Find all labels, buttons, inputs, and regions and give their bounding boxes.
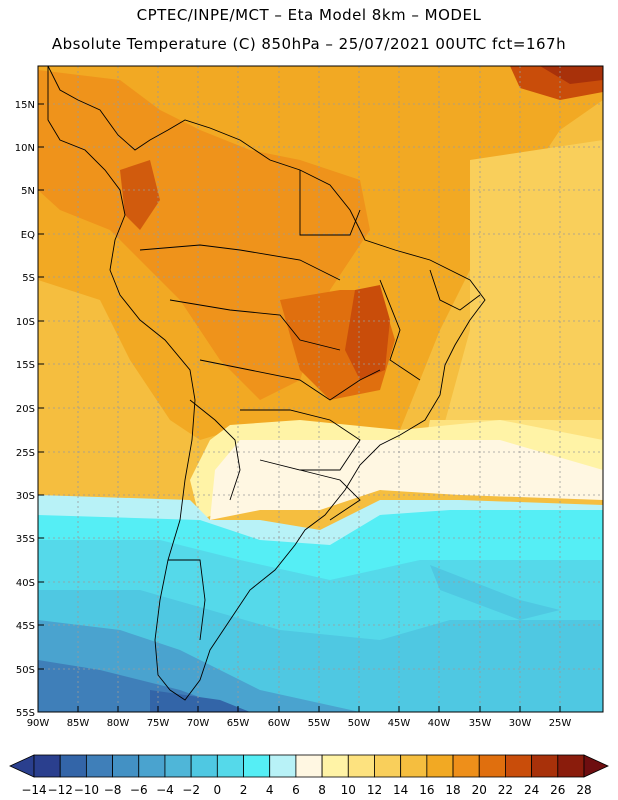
temperature-field xyxy=(38,66,603,712)
lon-label: 90W xyxy=(27,718,50,729)
lon-label: 65W xyxy=(227,718,250,729)
colorbar-swatch xyxy=(190,754,218,778)
lat-label: 5N xyxy=(21,186,35,197)
lat-label: 40S xyxy=(16,578,35,589)
colorbar-swatch xyxy=(452,754,480,778)
colorbar-label: 12 xyxy=(367,783,382,797)
colorbar-swatch xyxy=(478,754,506,778)
lat-label: EQ xyxy=(21,230,35,241)
colorbar-swatch xyxy=(295,754,323,778)
colorbar-swatch xyxy=(243,754,271,778)
lon-label: 50W xyxy=(348,718,371,729)
lat-label: 45S xyxy=(16,621,35,632)
lon-label: 70W xyxy=(187,718,210,729)
colorbar-label: −2 xyxy=(182,783,200,797)
colorbar-label: 26 xyxy=(550,783,565,797)
lat-label: 35S xyxy=(16,534,35,545)
colorbar-swatch xyxy=(557,754,585,778)
lon-label: 55W xyxy=(308,718,331,729)
colorbar-swatch xyxy=(85,754,113,778)
coastlines xyxy=(47,66,486,701)
lon-label: 75W xyxy=(147,718,170,729)
lat-label: 10N xyxy=(15,143,35,154)
colorbar-swatch xyxy=(426,754,454,778)
colorbar-swatch xyxy=(374,754,402,778)
colorbar-label: 14 xyxy=(393,783,408,797)
lon-label: 85W xyxy=(67,718,90,729)
colorbar-label: −4 xyxy=(156,783,174,797)
lat-label: 15N xyxy=(15,100,35,111)
colorbar-label: 18 xyxy=(445,783,460,797)
plot-frame xyxy=(37,65,604,713)
colorbar-max-arrow xyxy=(583,754,609,778)
colorbar-label: 24 xyxy=(524,783,539,797)
colorbar-swatch xyxy=(33,754,61,778)
colorbar-swatch xyxy=(216,754,244,778)
colorbar-swatch xyxy=(321,754,349,778)
colorbar-label: 8 xyxy=(318,783,326,797)
colorbar-label: −14 xyxy=(21,783,46,797)
longitude-labels: 90W 85W 80W 75W 70W 65W 60W 55W 50W 45W … xyxy=(27,718,572,729)
lat-label: 10S xyxy=(16,317,35,328)
map-subtitle: Absolute Temperature (C) 850hPa – 25/07/… xyxy=(51,35,567,53)
colorbar-label: 4 xyxy=(266,783,274,797)
colorbar-label: −12 xyxy=(48,783,73,797)
lon-label: 25W xyxy=(549,718,572,729)
colorbar-label: 6 xyxy=(292,783,300,797)
lon-label: 40W xyxy=(428,718,451,729)
colorbar-label: 16 xyxy=(419,783,434,797)
graticule xyxy=(38,66,603,712)
colorbar-swatch xyxy=(164,754,192,778)
lat-label: 30S xyxy=(16,491,35,502)
axis-ticks xyxy=(37,103,561,712)
lat-label: 20S xyxy=(16,404,35,415)
lon-label: 35W xyxy=(469,718,492,729)
lon-label: 80W xyxy=(107,718,130,729)
lat-label: 15S xyxy=(16,360,35,371)
colorbar-label: −8 xyxy=(104,783,122,797)
colorbar-label: 20 xyxy=(472,783,487,797)
colorbar-label: 2 xyxy=(240,783,248,797)
colorbar-label: 10 xyxy=(341,783,356,797)
colorbar-swatch xyxy=(505,754,533,778)
colorbar-swatch xyxy=(400,754,428,778)
latitude-labels: 15N 10N 5N EQ 5S 10S 15S 20S 25S 30S 35S… xyxy=(15,100,35,719)
colorbar-swatch xyxy=(269,754,297,778)
colorbar-label: 22 xyxy=(498,783,513,797)
colorbar-label: −10 xyxy=(74,783,99,797)
lat-label: 50S xyxy=(16,665,35,676)
colorbar-swatch xyxy=(347,754,375,778)
lon-label: 30W xyxy=(509,718,532,729)
colorbar-label: 0 xyxy=(214,783,222,797)
lon-label: 45W xyxy=(388,718,411,729)
colorbar-swatch xyxy=(59,754,87,778)
lat-label: 55S xyxy=(16,708,35,719)
lon-label: 60W xyxy=(268,718,291,729)
colorbar-label: 28 xyxy=(576,783,591,797)
colorbar-swatch xyxy=(112,754,140,778)
lat-label: 5S xyxy=(22,273,35,284)
colorbar-swatch xyxy=(138,754,166,778)
colorbar-min-arrow xyxy=(9,754,35,778)
colorbar-swatch xyxy=(531,754,559,778)
colorbar-label: −6 xyxy=(130,783,148,797)
lat-label: 25S xyxy=(16,448,35,459)
map-title: CPTEC/INPE/MCT – Eta Model 8km – MODEL xyxy=(136,6,482,24)
colorbar: −14 −12 −10 −8 −6 −4 −2 0 2 4 6 8 10 12 14 16 18 20 22 24 26… xyxy=(9,754,609,797)
